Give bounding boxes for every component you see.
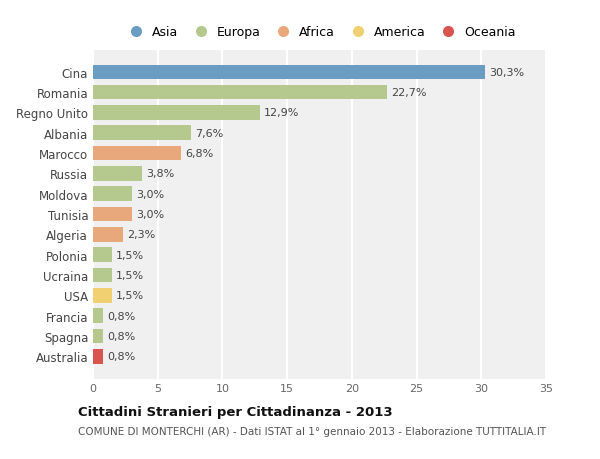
- Text: 1,5%: 1,5%: [116, 291, 145, 301]
- Text: 1,5%: 1,5%: [116, 270, 145, 280]
- Text: 3,0%: 3,0%: [136, 189, 164, 199]
- Bar: [93, 126, 191, 141]
- Bar: [93, 308, 103, 323]
- Bar: [93, 86, 387, 100]
- Text: Cittadini Stranieri per Cittadinanza - 2013: Cittadini Stranieri per Cittadinanza - 2…: [78, 405, 392, 419]
- Bar: [93, 248, 112, 263]
- Text: 7,6%: 7,6%: [195, 129, 223, 139]
- Bar: [93, 106, 260, 121]
- Text: 22,7%: 22,7%: [391, 88, 426, 98]
- Text: 0,8%: 0,8%: [107, 331, 136, 341]
- Text: 3,8%: 3,8%: [146, 169, 175, 179]
- Legend: Asia, Europa, Africa, America, Oceania: Asia, Europa, Africa, America, Oceania: [121, 24, 518, 42]
- Text: 0,8%: 0,8%: [107, 311, 136, 321]
- Text: COMUNE DI MONTERCHI (AR) - Dati ISTAT al 1° gennaio 2013 - Elaborazione TUTTITAL: COMUNE DI MONTERCHI (AR) - Dati ISTAT al…: [78, 426, 546, 436]
- Text: 6,8%: 6,8%: [185, 149, 213, 159]
- Bar: [93, 288, 112, 303]
- Text: 2,3%: 2,3%: [127, 230, 155, 240]
- Text: 0,8%: 0,8%: [107, 352, 136, 361]
- Bar: [93, 228, 123, 242]
- Bar: [93, 146, 181, 161]
- Text: 12,9%: 12,9%: [264, 108, 299, 118]
- Bar: [93, 207, 132, 222]
- Bar: [93, 329, 103, 343]
- Text: 30,3%: 30,3%: [489, 68, 524, 78]
- Bar: [93, 65, 485, 80]
- Bar: [93, 167, 142, 181]
- Text: 1,5%: 1,5%: [116, 250, 145, 260]
- Bar: [93, 268, 112, 283]
- Text: 3,0%: 3,0%: [136, 210, 164, 219]
- Bar: [93, 349, 103, 364]
- Bar: [93, 187, 132, 202]
